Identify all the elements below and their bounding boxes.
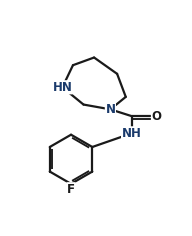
Text: NH: NH — [122, 127, 142, 140]
Text: O: O — [151, 110, 161, 122]
Text: HN: HN — [52, 81, 72, 94]
Text: N: N — [105, 103, 115, 116]
Text: F: F — [67, 183, 75, 196]
